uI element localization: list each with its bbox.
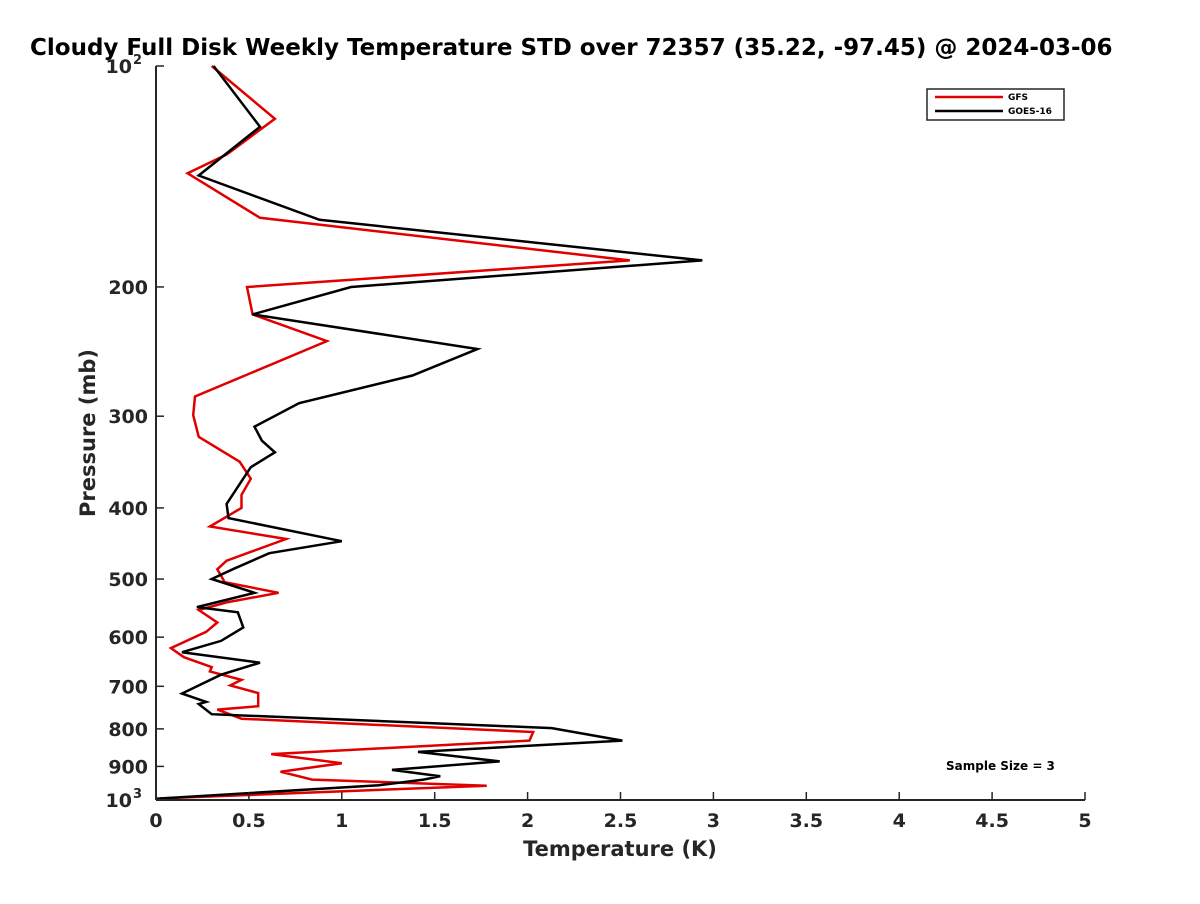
y-tick-label: 700 xyxy=(108,676,148,698)
legend-label-goes16: GOES-16 xyxy=(1008,107,1052,117)
x-axis-label: Temperature (K) xyxy=(523,837,717,861)
x-tick-label: 1 xyxy=(335,810,348,832)
plot-area xyxy=(155,65,703,800)
y-tick-label: 600 xyxy=(108,627,148,649)
chart-title: Cloudy Full Disk Weekly Temperature STD … xyxy=(30,35,1113,61)
y-tick-label: 800 xyxy=(108,719,148,741)
y-tick-label: 500 xyxy=(108,569,148,591)
y-tick-label: 400 xyxy=(108,498,148,520)
x-tick-label: 1.5 xyxy=(418,810,452,832)
x-tick-label: 2 xyxy=(521,810,534,832)
x-tick-label: 2.5 xyxy=(604,810,638,832)
legend: GFS GOES-16 xyxy=(926,88,1065,121)
x-tick-label: 4 xyxy=(893,810,906,832)
x-tick-label: 3 xyxy=(707,810,720,832)
y-tick-label: 300 xyxy=(108,406,148,428)
y-tick-label: 10 xyxy=(106,56,132,78)
series-line-goes16 xyxy=(155,65,703,800)
y-tick-label-exponent: 3 xyxy=(133,787,142,802)
y-tick-label: 900 xyxy=(108,756,148,778)
series-line-gfs xyxy=(159,65,630,800)
x-tick-label: 3.5 xyxy=(789,810,823,832)
x-tick-label: 0 xyxy=(149,810,162,832)
x-tick-label: 5 xyxy=(1078,810,1091,832)
y-tick-label: 10 xyxy=(106,790,132,812)
legend-label-gfs: GFS xyxy=(1008,93,1028,103)
x-ticks: 0 0.5 1 1.5 2 2.5 3 3.5 4 4.5 5 xyxy=(149,792,1092,832)
y-axis-label: Pressure (mb) xyxy=(76,349,100,517)
axes xyxy=(155,66,1085,801)
y-tick-label: 200 xyxy=(108,277,148,299)
x-tick-label: 4.5 xyxy=(975,810,1009,832)
legend-box xyxy=(926,88,1065,121)
sample-size-annotation: Sample Size = 3 xyxy=(946,759,1055,773)
x-tick-label: 0.5 xyxy=(232,810,266,832)
y-tick-label-exponent: 2 xyxy=(133,53,142,68)
